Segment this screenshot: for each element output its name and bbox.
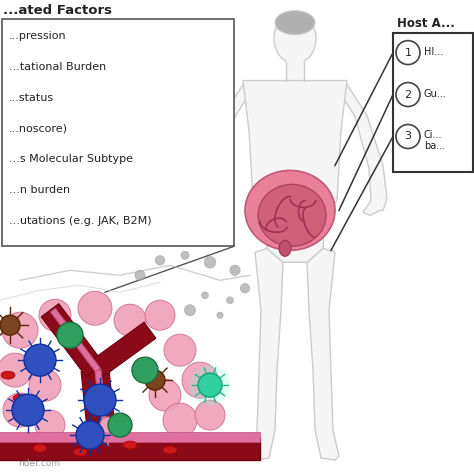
Ellipse shape <box>13 394 27 402</box>
Circle shape <box>155 255 165 265</box>
Ellipse shape <box>33 444 47 452</box>
Text: ...s Molecular Subtype: ...s Molecular Subtype <box>9 155 133 164</box>
Text: nder.com: nder.com <box>18 459 60 468</box>
Circle shape <box>204 256 216 268</box>
Polygon shape <box>89 322 156 378</box>
Ellipse shape <box>279 240 291 256</box>
Circle shape <box>29 369 61 401</box>
Circle shape <box>114 304 146 336</box>
Polygon shape <box>265 219 325 262</box>
Text: ...n burden: ...n burden <box>9 185 70 195</box>
Circle shape <box>24 344 56 376</box>
Circle shape <box>396 41 420 64</box>
Circle shape <box>145 370 165 390</box>
Circle shape <box>396 82 420 107</box>
Circle shape <box>0 315 20 335</box>
Ellipse shape <box>245 171 335 250</box>
Ellipse shape <box>274 14 316 64</box>
Circle shape <box>184 305 196 316</box>
Text: ...pression: ...pression <box>9 31 67 41</box>
Polygon shape <box>337 84 387 215</box>
Circle shape <box>181 251 189 259</box>
Circle shape <box>217 312 223 319</box>
Circle shape <box>78 291 112 325</box>
Circle shape <box>12 394 44 426</box>
Text: 2: 2 <box>404 90 411 100</box>
Circle shape <box>135 270 145 281</box>
Circle shape <box>76 421 104 449</box>
Ellipse shape <box>275 11 315 35</box>
Circle shape <box>0 353 32 387</box>
Text: ...ated Factors: ...ated Factors <box>3 4 112 17</box>
Circle shape <box>35 410 65 440</box>
Ellipse shape <box>123 441 137 449</box>
Text: Host A...: Host A... <box>397 17 455 30</box>
Circle shape <box>39 299 71 331</box>
Polygon shape <box>243 81 347 219</box>
Circle shape <box>2 312 38 348</box>
Circle shape <box>84 384 116 416</box>
Circle shape <box>100 417 116 433</box>
Text: ...noscore): ...noscore) <box>9 124 68 134</box>
Ellipse shape <box>258 184 326 246</box>
Circle shape <box>396 125 420 148</box>
Bar <box>0 432 260 442</box>
Circle shape <box>163 403 197 437</box>
Circle shape <box>145 300 175 330</box>
Circle shape <box>201 292 209 299</box>
Polygon shape <box>307 248 339 460</box>
Text: Gu...: Gu... <box>424 89 447 99</box>
Circle shape <box>198 373 222 397</box>
FancyBboxPatch shape <box>2 18 234 246</box>
Ellipse shape <box>163 446 177 454</box>
Circle shape <box>190 365 230 405</box>
Polygon shape <box>251 248 283 460</box>
Circle shape <box>227 297 234 304</box>
Polygon shape <box>81 369 116 439</box>
Text: HI...: HI... <box>424 46 443 56</box>
Polygon shape <box>41 304 104 377</box>
Text: 3: 3 <box>404 131 411 141</box>
Circle shape <box>230 265 240 275</box>
Circle shape <box>57 322 83 348</box>
Circle shape <box>164 334 196 366</box>
Polygon shape <box>203 84 253 215</box>
Polygon shape <box>95 370 108 438</box>
Circle shape <box>149 379 181 411</box>
Circle shape <box>240 283 250 293</box>
Ellipse shape <box>73 448 87 456</box>
Circle shape <box>108 413 132 437</box>
Polygon shape <box>51 309 100 372</box>
Circle shape <box>182 362 218 398</box>
FancyBboxPatch shape <box>393 33 473 173</box>
Ellipse shape <box>1 371 15 379</box>
Text: ...utations (e.g. JAK, B2M): ...utations (e.g. JAK, B2M) <box>9 216 152 227</box>
Circle shape <box>195 400 225 430</box>
Text: Ci...: Ci... <box>424 130 443 140</box>
Text: 1: 1 <box>404 47 411 58</box>
Bar <box>0 438 260 460</box>
Text: ba...: ba... <box>424 141 445 152</box>
Text: ...tational Burden: ...tational Burden <box>9 62 106 72</box>
Text: ...status: ...status <box>9 92 54 102</box>
Circle shape <box>3 393 37 427</box>
Circle shape <box>132 357 158 383</box>
Bar <box>286 61 304 81</box>
